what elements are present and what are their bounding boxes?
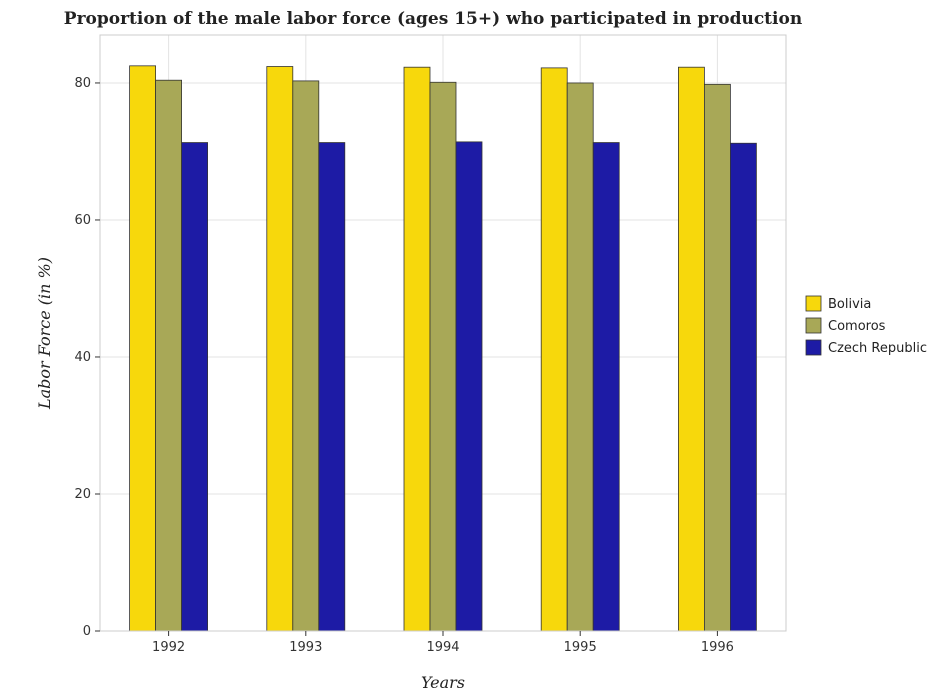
bar-comoros-1994 <box>429 81 457 632</box>
x-axis-ticks: 1992 1993 1994 1995 1996 <box>152 631 734 655</box>
bar-bolivia-1993 <box>266 66 294 632</box>
legend-swatch <box>805 339 822 356</box>
y-tick-label: 40 <box>74 350 91 365</box>
legend: Bolivia Comoros Czech Republic <box>805 295 927 356</box>
legend-swatch <box>805 295 822 312</box>
y-axis-ticks: 0 20 40 60 80 <box>74 76 100 639</box>
x-tick-label: 1996 <box>701 640 734 655</box>
x-tick-label: 1992 <box>152 640 185 655</box>
x-tick-label: 1994 <box>426 640 459 655</box>
bar-comoros-1996 <box>704 83 731 632</box>
chart-title: Proportion of the male labor force (ages… <box>64 9 802 29</box>
x-tick-label: 1993 <box>289 640 322 655</box>
y-axis-label: Labor Force (in %) <box>35 257 54 410</box>
legend-swatch <box>805 317 822 334</box>
bar-czech-republic-1995 <box>592 142 620 632</box>
y-tick-label: 80 <box>74 76 91 91</box>
x-tick-label: 1995 <box>564 640 597 655</box>
bars <box>129 65 757 632</box>
bar-czech-republic-1996 <box>730 142 757 632</box>
bar-bolivia-1995 <box>540 67 568 632</box>
y-tick-label: 60 <box>74 213 91 228</box>
bar-czech-republic-1994 <box>455 141 483 632</box>
bar-comoros-1995 <box>566 82 594 632</box>
bar-comoros-1992 <box>155 79 183 632</box>
bar-czech-republic-1992 <box>181 142 209 632</box>
legend-label: Czech Republic <box>828 341 927 356</box>
bar-czech-republic-1993 <box>318 142 346 632</box>
bar-bolivia-1994 <box>403 66 431 632</box>
bar-bolivia-1992 <box>129 65 157 632</box>
legend-label: Comoros <box>828 319 886 334</box>
bar-comoros-1993 <box>292 80 320 632</box>
bar-bolivia-1996 <box>678 66 705 632</box>
y-tick-label: 20 <box>74 487 91 502</box>
legend-label: Bolivia <box>828 297 871 312</box>
y-tick-label: 0 <box>83 624 91 639</box>
x-axis-label: Years <box>421 673 465 692</box>
